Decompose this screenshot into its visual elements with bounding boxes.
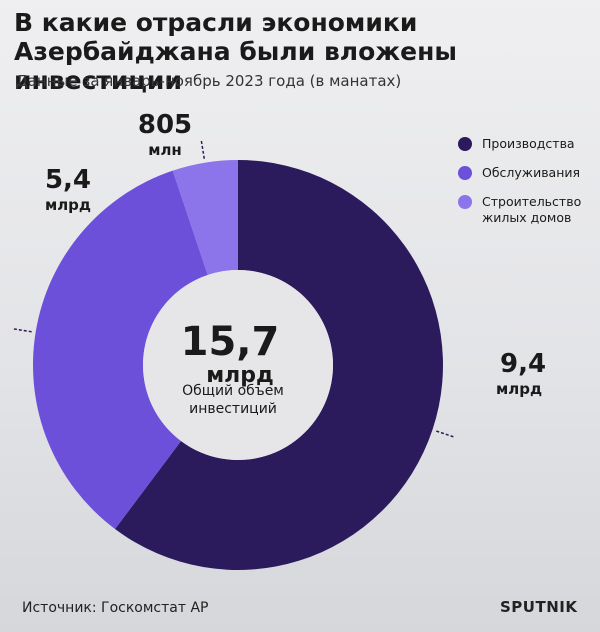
legend-item: Строительство жилых домов bbox=[458, 194, 598, 226]
legend-swatch bbox=[458, 137, 472, 151]
donut-segment bbox=[172, 160, 238, 275]
legend-item: Обслуживания bbox=[458, 165, 598, 181]
leader-line bbox=[11, 327, 32, 333]
chart-title: В какие отрасли экономики Азербайджана б… bbox=[14, 8, 457, 95]
donut-segment bbox=[32, 170, 208, 530]
center-caption: Общий объем инвестиций bbox=[182, 383, 284, 417]
leader-line bbox=[436, 430, 456, 439]
data-label: 9,4 млрд bbox=[496, 349, 546, 398]
donut-hole bbox=[143, 270, 333, 460]
center-label: 15,7 млрд bbox=[181, 319, 280, 388]
source: Источник: Госкомстат АР bbox=[22, 600, 209, 616]
legend-label: Производства bbox=[482, 136, 575, 151]
data-label: 805 млн bbox=[138, 110, 192, 159]
leader-line bbox=[200, 138, 206, 159]
legend-label: Обслуживания bbox=[482, 165, 581, 180]
legend-label: Строительство жилых домов bbox=[482, 194, 582, 225]
legend-swatch bbox=[458, 195, 472, 209]
legend-item: Производства bbox=[458, 136, 598, 152]
donut-segment bbox=[115, 160, 444, 570]
chart-subtitle: Данные за январь-ноябрь 2023 года (в ман… bbox=[16, 72, 402, 90]
data-label: 5,4 млрд bbox=[45, 165, 91, 214]
logo: SPUTNIK bbox=[500, 598, 578, 616]
legend-swatch bbox=[458, 166, 472, 180]
legend: Производства Обслуживания Строительство жи… bbox=[458, 136, 598, 239]
